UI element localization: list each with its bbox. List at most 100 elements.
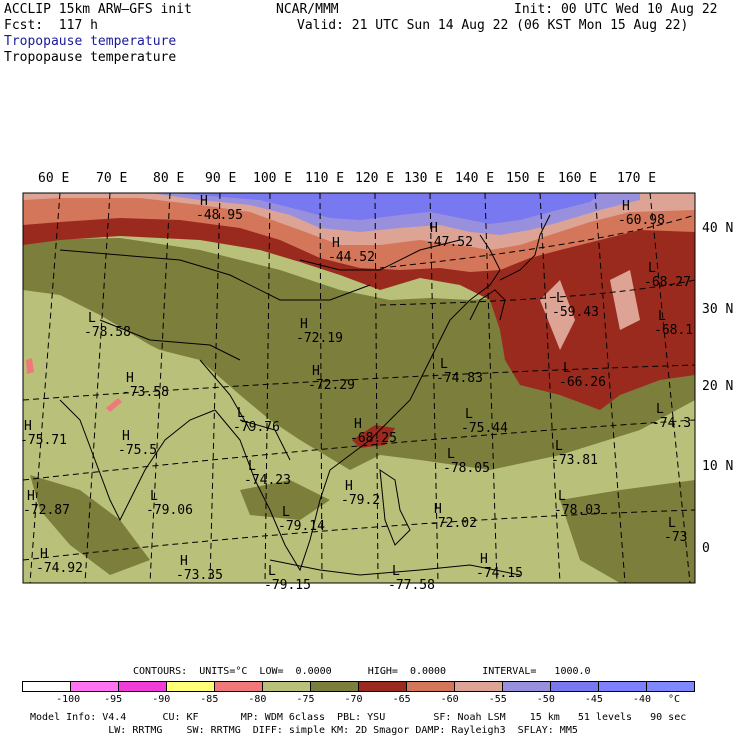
high-marker: H [480,552,488,567]
extremum-value: -44.52 [328,250,375,265]
low-marker: L [648,261,656,276]
low-marker: L [656,402,664,417]
low-marker: L [668,516,676,531]
color-bar-swatch [551,682,599,691]
extremum-value: -68.27 [644,275,691,290]
shade-dark-olive-south2 [560,480,695,583]
low-marker: L [555,439,563,454]
lat-label: 40 N [702,221,734,236]
extremum-value: -73 [664,530,688,545]
extremum-value: -74.23 [244,473,291,488]
color-bar-swatch [71,682,119,691]
low-marker: L [248,459,256,474]
color-bar-swatch [119,682,167,691]
extremum-value: -74.83 [436,371,483,386]
lon-label: 110 E [305,171,345,186]
contours-info: CONTOURS: UNITS=°C LOW= 0.0000 HIGH= 0.0… [133,666,591,677]
color-bar-tick-label: -90 [152,694,171,705]
color-bar-tick-label: -40 [632,694,651,705]
high-marker: H [354,417,362,432]
color-bar-tick-label: -100 [56,694,81,705]
lat-label: 30 N [702,302,734,317]
shade-salmon-streak [540,280,575,350]
extremum-value: -79.14 [278,519,325,534]
color-bar-swatch [359,682,407,691]
color-bar-tick-label: -45 [584,694,603,705]
init-time: Init: 00 UTC Wed 10 Aug 22 [514,2,718,17]
color-bar-tick-label: -65 [392,694,411,705]
extremum-value: -73.81 [551,453,598,468]
lon-label: 170 E [617,171,657,186]
extremum-value: -79.76 [233,420,280,435]
extremum-value: -79.15 [264,578,311,593]
extremum-value: -75.44 [461,421,508,436]
model-info: Model Info: V4.4 CU: KF MP: WDM 6class P… [30,712,687,723]
high-marker: H [200,194,208,209]
extremum-value: -75.5 [118,443,158,458]
high-marker: H [126,371,134,386]
low-marker: L [237,406,245,421]
coastline-korea-japan [469,214,551,321]
low-marker: L [658,309,666,324]
low-marker: L [282,505,290,520]
lon-label: 90 E [205,171,237,186]
color-bar-tick-label: -55 [488,694,507,705]
color-bar-tick-label: -60 [440,694,459,705]
low-marker: L [558,489,566,504]
low-marker: L [88,311,96,326]
color-bar-tick-label: -75 [296,694,315,705]
color-bar-tick-label: -50 [536,694,555,705]
color-bar-tick-label: -70 [344,694,363,705]
color-bar [22,681,695,692]
extremum-value: -60.98 [618,213,665,228]
extremum-value: -66.26 [559,375,606,390]
color-bar-swatch [599,682,647,691]
forecast-hour: Fcst: 117 h [4,18,98,33]
color-bar-swatch [23,682,71,691]
extremum-value: -75.71 [20,433,67,448]
grid-meridians [29,193,691,583]
borders-asia [59,239,461,461]
high-marker: H [24,419,32,434]
high-marker: H [180,554,188,569]
color-bar-swatch [167,682,215,691]
lat-label: 20 N [702,379,734,394]
color-bar-tick-label: °C [667,694,680,705]
high-marker: H [434,502,442,517]
high-marker: H [622,199,630,214]
extremum-value: -74.3 [652,416,692,431]
lon-label: 100 E [253,171,293,186]
high-marker: H [332,236,340,251]
low-marker: L [392,564,400,579]
extremum-value: -78.58 [84,325,131,340]
extremum-value: -77.58 [388,578,435,593]
high-marker: H [345,479,353,494]
map-frame [22,192,696,584]
lon-label: 120 E [355,171,395,186]
lon-label: 150 E [506,171,546,186]
low-marker: L [447,447,455,462]
lat-label: 10 N [702,459,734,474]
extremum-value: -59.43 [552,305,599,320]
shade-dark-olive-south [30,475,150,575]
extremum-value: -73.35 [176,568,223,583]
coastline-indonesia [269,559,521,576]
coastline-india [59,399,216,522]
extremum-value: -48.95 [196,208,243,223]
lon-label: 140 E [455,171,495,186]
color-bar-swatch [215,682,263,691]
high-marker: H [27,489,35,504]
extremum-value: -68.25 [350,431,397,446]
color-bar-tick-label: -95 [104,694,123,705]
color-bar-swatch [647,682,694,691]
color-bar-swatch [407,682,455,691]
shade-blue [170,193,600,224]
high-marker: H [40,547,48,562]
lon-label: 130 E [404,171,444,186]
shade-light-olive-india [23,320,350,480]
color-bar-tick-label: -85 [200,694,219,705]
high-marker: H [312,364,320,379]
coastline-se-asia [214,409,371,572]
low-marker: L [465,407,473,422]
